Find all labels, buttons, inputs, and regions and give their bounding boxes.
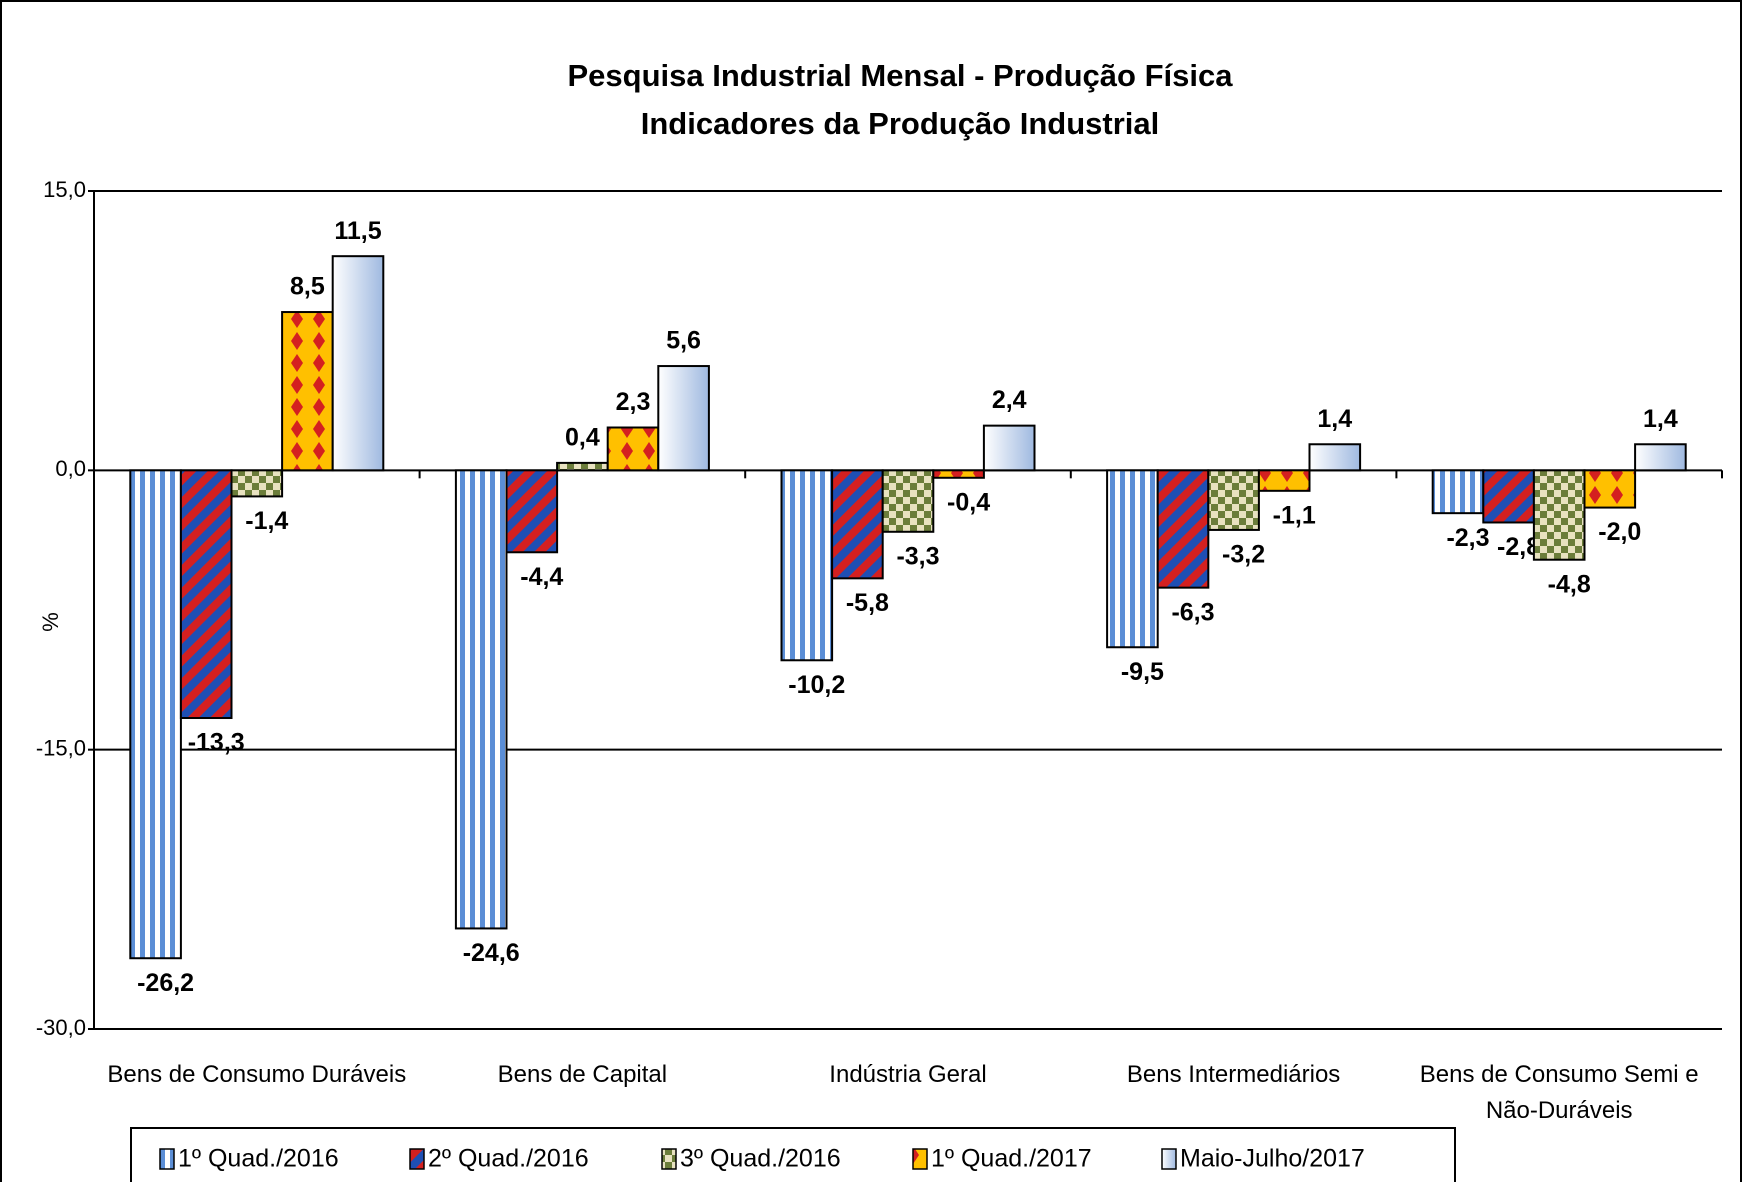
chart-subtitle: Indicadores da Produção Industrial (641, 106, 1160, 141)
legend-label: 3º Quad./2016 (680, 1145, 841, 1173)
bar (556, 461, 609, 472)
bar (1156, 469, 1210, 589)
legend-label: Maio-Julho/2017 (1180, 1145, 1365, 1173)
legend-label: 1º Quad./2017 (931, 1145, 1092, 1173)
bar (780, 469, 834, 662)
legend-swatch (409, 1148, 425, 1170)
x-tick-label: Bens Intermediários (1126, 1061, 1341, 1088)
value-label: -9,5 (1121, 658, 1164, 686)
value-label: -10,2 (788, 671, 845, 699)
value-label: -4,4 (520, 563, 563, 591)
bar (1308, 443, 1362, 472)
value-label: 2,3 (616, 388, 651, 416)
value-label: -3,3 (896, 542, 939, 570)
x-tick-label: Bens de Consumo Duráveis (107, 1061, 407, 1088)
legend (130, 1127, 1456, 1182)
bar (230, 469, 284, 498)
bar (331, 255, 385, 472)
x-tick-label: Bens de Capital (497, 1061, 668, 1088)
value-label: -1,1 (1273, 501, 1316, 529)
y-tick-label: 0,0 (55, 456, 86, 481)
legend-label: 1º Quad./2016 (178, 1145, 339, 1173)
bar (281, 311, 334, 472)
value-label: 8,5 (290, 273, 325, 301)
y-tick-label: -15,0 (36, 735, 86, 760)
value-label: 0,4 (565, 423, 600, 451)
value-label: -5,8 (846, 589, 889, 617)
value-label: -0,4 (947, 488, 990, 516)
value-label: 5,6 (666, 327, 701, 355)
bar (1207, 469, 1260, 531)
value-label: -1,4 (245, 507, 288, 535)
bar (1634, 443, 1687, 472)
x-tick-label: Bens de Consumo Semi e Não-Duráveis (1419, 1061, 1699, 1124)
value-label: 2,4 (992, 386, 1027, 414)
legend-swatch (661, 1148, 677, 1170)
value-label: -13,3 (188, 729, 245, 757)
bar (1106, 469, 1159, 649)
value-label: -2,0 (1598, 518, 1641, 546)
value-label: -2,3 (1446, 524, 1489, 552)
bar (881, 469, 935, 533)
bar (179, 469, 233, 720)
value-label: -24,6 (463, 939, 520, 967)
bar (831, 469, 884, 580)
bar (1583, 469, 1637, 509)
bar (1532, 469, 1586, 561)
value-label: 1,4 (1643, 405, 1678, 433)
bar (1257, 469, 1311, 492)
bar (982, 424, 1036, 472)
bar (129, 469, 182, 960)
legend-label: 2º Quad./2016 (428, 1145, 589, 1173)
value-label: -6,3 (1171, 598, 1214, 626)
bar (606, 426, 660, 472)
legend-swatch (912, 1148, 928, 1170)
legend-swatch (1161, 1148, 1177, 1170)
bar (505, 469, 559, 554)
bar (932, 469, 985, 479)
bar (1482, 469, 1535, 524)
value-label: -4,8 (1548, 570, 1591, 598)
x-tick-label: Indústria Geral (829, 1061, 987, 1088)
value-label: 1,4 (1317, 405, 1352, 433)
y-tick-label: -30,0 (36, 1015, 86, 1040)
bar (657, 365, 710, 472)
value-label: -3,2 (1222, 541, 1265, 569)
y-axis-label: % (38, 612, 63, 632)
y-tick-label: 15,0 (43, 177, 86, 202)
legend-swatch (159, 1148, 175, 1170)
value-label: -26,2 (137, 969, 194, 997)
chart-title: Pesquisa Industrial Mensal - Produção Fí… (568, 58, 1234, 93)
value-label: 11,5 (334, 217, 381, 245)
bar (1431, 469, 1485, 515)
bar (454, 469, 508, 930)
